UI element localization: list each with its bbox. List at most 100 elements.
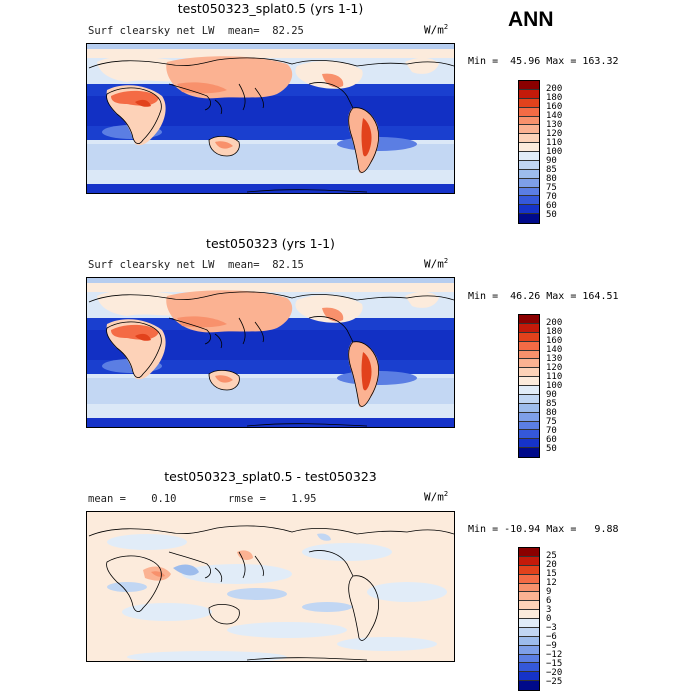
colorbar-tick-label: −15 (546, 658, 563, 669)
units-label: W/m2 (424, 23, 449, 37)
colorbar-tick-label: 9 (546, 586, 552, 597)
colorbar-swatch (519, 125, 539, 135)
colorbar-swatch (519, 663, 539, 673)
colorbar-tick-label: 180 (546, 326, 563, 337)
colorbar-tick-label: 25 (546, 550, 557, 561)
colorbar-tick-label: 140 (546, 344, 563, 355)
mean-value: mean= 82.25 (228, 25, 304, 37)
colorbar-tick-label: −12 (546, 649, 563, 660)
colorbar-swatch (519, 610, 539, 619)
colorbar-tick-label: 200 (546, 317, 563, 328)
colorbar-swatch (519, 439, 539, 449)
colorbar-tick-label: −25 (546, 676, 563, 687)
colorbar-swatch (519, 359, 539, 369)
colorbar-tick-label: 140 (546, 110, 563, 121)
colorbar (518, 80, 540, 224)
colorbar-swatch (519, 601, 539, 611)
panel-title: test050323 (yrs 1-1) (206, 236, 335, 251)
colorbar-swatch (519, 160, 539, 170)
colorbar-swatch (519, 421, 539, 431)
colorbar-swatch (519, 143, 539, 152)
colorbar-tick-label: 70 (546, 425, 557, 436)
colorbar-swatch (519, 592, 539, 602)
variable-label: Surf clearsky net LW (88, 25, 215, 37)
colorbar-tick-label: 85 (546, 164, 557, 175)
colorbar-tick-label: 110 (546, 137, 563, 148)
colorbar-tick-label: 12 (546, 577, 557, 588)
colorbar-tick-label: −20 (546, 667, 563, 678)
colorbar-swatch (519, 565, 539, 575)
colorbar-tick-label: 130 (546, 119, 563, 130)
colorbar-swatch (519, 134, 539, 144)
colorbar-swatch (519, 152, 539, 161)
mean-value: mean = 0.10 (88, 493, 177, 505)
colorbar-tick-label: 120 (546, 362, 563, 373)
colorbar-swatch (519, 315, 539, 324)
colorbar-swatch (519, 350, 539, 360)
world-map (86, 43, 455, 194)
colorbar-tick-label: 75 (546, 182, 557, 193)
rmse-value: rmse = 1.95 (228, 493, 317, 505)
colorbar-tick-label: 85 (546, 398, 557, 409)
colorbar-swatch (519, 178, 539, 188)
colorbar-tick-label: 6 (546, 595, 552, 606)
colorbar-tick-label: 90 (546, 389, 557, 400)
colorbar-swatch (519, 672, 539, 682)
variable-label: Surf clearsky net LW (88, 259, 215, 271)
colorbar-tick-label: 180 (546, 92, 563, 103)
colorbar-swatch (519, 332, 539, 342)
colorbar-swatch (519, 205, 539, 215)
min-max-label: Min = -10.94 Max = 9.88 (468, 524, 619, 535)
colorbar-swatch (519, 403, 539, 413)
colorbar-swatch (519, 681, 539, 690)
units-label: W/m2 (424, 257, 449, 271)
colorbar-swatch (519, 394, 539, 404)
colorbar-swatch (519, 645, 539, 655)
world-map (86, 511, 455, 662)
colorbar-tick-label: 100 (546, 146, 563, 157)
colorbar-swatch (519, 619, 539, 628)
panel-title: test050323_splat0.5 (yrs 1-1) (177, 1, 364, 16)
colorbar-swatch (519, 89, 539, 99)
colorbar-swatch (519, 116, 539, 126)
min-max-label: Min = 46.26 Max = 164.51 (468, 291, 619, 302)
colorbar-swatch (519, 169, 539, 179)
colorbar-swatch (519, 574, 539, 584)
colorbar-tick-label: 70 (546, 191, 557, 202)
colorbar-swatch (519, 412, 539, 422)
colorbar-swatch (519, 214, 539, 223)
colorbar-swatch (519, 556, 539, 566)
colorbar-swatch (519, 81, 539, 90)
mean-value: mean= 82.15 (228, 259, 304, 271)
colorbar-tick-label: 100 (546, 380, 563, 391)
colorbar-swatch (519, 107, 539, 117)
colorbar-tick-label: 130 (546, 353, 563, 364)
colorbar-tick-label: 60 (546, 434, 557, 445)
panel-title: test050323_splat0.5 - test050323 (164, 469, 377, 484)
colorbar-swatch (519, 430, 539, 440)
colorbar-tick-label: −9 (546, 640, 557, 651)
season-label: ANN (508, 8, 554, 31)
world-map (86, 277, 455, 428)
colorbar-swatch (519, 636, 539, 646)
colorbar-tick-label: 120 (546, 128, 563, 139)
colorbar-swatch (519, 548, 539, 557)
colorbar-tick-label: 80 (546, 173, 557, 184)
colorbar-swatch (519, 386, 539, 395)
colorbar-tick-label: 50 (546, 209, 557, 220)
colorbar-tick-label: 50 (546, 443, 557, 454)
colorbar-swatch (519, 627, 539, 637)
colorbar-swatch (519, 654, 539, 664)
colorbar-swatch (519, 98, 539, 108)
colorbar-tick-label: 0 (546, 613, 552, 624)
colorbar-tick-label: 90 (546, 155, 557, 166)
colorbar-tick-label: 60 (546, 200, 557, 211)
colorbar-swatch (519, 448, 539, 457)
colorbar-swatch (519, 187, 539, 197)
colorbar-tick-label: 200 (546, 83, 563, 94)
colorbar-tick-label: −3 (546, 622, 557, 633)
colorbar-swatch (519, 377, 539, 386)
colorbar (518, 314, 540, 458)
colorbar-swatch (519, 341, 539, 351)
colorbar-swatch (519, 583, 539, 593)
